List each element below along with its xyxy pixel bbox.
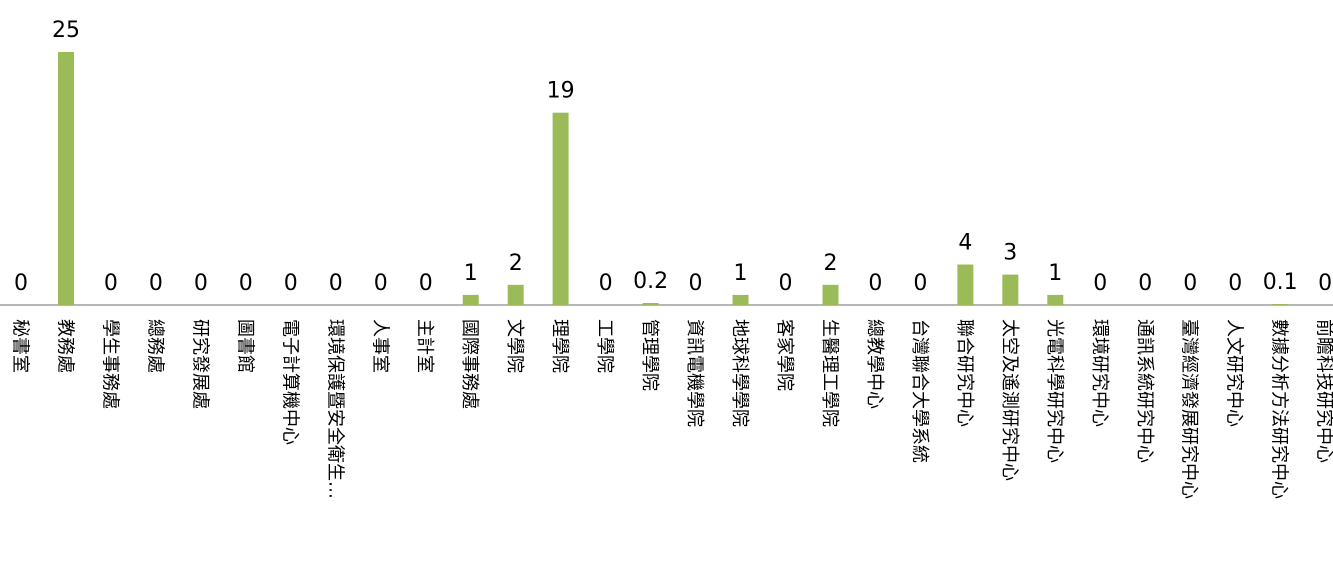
bar-22 — [1002, 274, 1019, 305]
category-label-23: 光電科學研究中心 — [1044, 319, 1065, 463]
category-label-3: 總務處 — [144, 319, 165, 373]
value-label-21: 4 — [958, 231, 972, 256]
category-label-17: 客家學院 — [774, 319, 795, 391]
value-label-26: 0 — [1183, 271, 1197, 296]
category-label-11: 文學院 — [504, 319, 525, 373]
value-label-15: 0 — [689, 271, 703, 296]
category-label-12: 理學院 — [549, 319, 570, 373]
category-label-1: 教務處 — [55, 319, 76, 373]
bar-16 — [732, 294, 749, 305]
value-label-8: 0 — [374, 271, 388, 296]
value-label-20: 0 — [913, 271, 927, 296]
category-label-16: 地球科學學院 — [729, 319, 750, 427]
category-label-27: 人文研究中心 — [1224, 319, 1245, 427]
category-label-14: 管理學院 — [639, 319, 660, 391]
bar-1 — [58, 52, 74, 305]
category-label-19: 總教學中心 — [864, 319, 885, 409]
category-label-18: 生醫理工學院 — [819, 319, 840, 427]
value-label-13: 0 — [599, 271, 613, 296]
category-label-13: 工學院 — [594, 319, 615, 373]
category-label-21: 聯合研究中心 — [954, 319, 975, 427]
category-label-26: 臺灣經濟發展研究中心 — [1179, 319, 1200, 499]
value-label-0: 0 — [14, 271, 28, 296]
bar-14 — [642, 303, 659, 305]
category-label-22: 太空及遙測研究中心 — [999, 319, 1020, 481]
category-label-7: 環境保護暨安全衛生… — [324, 319, 345, 499]
value-label-16: 1 — [734, 261, 748, 286]
value-label-9: 0 — [419, 271, 433, 296]
value-label-6: 0 — [284, 271, 298, 296]
value-label-27: 0 — [1228, 271, 1242, 296]
bars-group — [58, 52, 1289, 305]
value-label-4: 0 — [194, 271, 208, 296]
value-label-29: 0 — [1318, 271, 1332, 296]
category-labels-group: 秘書室 教務處 學生事務處 總務處 研究發展處 圖書館 電子計算機中心 環境保護暨安全衛生… 人… — [10, 319, 1333, 499]
category-label-6: 電子計算機中心 — [279, 319, 300, 445]
value-label-24: 0 — [1093, 271, 1107, 296]
category-label-20: 台灣聯合大學系統 — [909, 319, 930, 463]
category-label-0: 秘書室 — [10, 319, 31, 373]
category-label-4: 研究發展處 — [189, 319, 210, 409]
bar-11 — [507, 284, 524, 305]
category-label-9: 主計室 — [414, 319, 435, 373]
value-label-23: 1 — [1048, 261, 1062, 286]
bar-18 — [822, 284, 839, 305]
value-label-10: 1 — [464, 261, 478, 286]
category-label-2: 學生事務處 — [99, 319, 120, 409]
value-label-7: 0 — [329, 271, 343, 296]
bar-10 — [462, 294, 479, 305]
value-label-3: 0 — [149, 271, 163, 296]
value-label-18: 2 — [824, 251, 838, 276]
value-label-2: 0 — [104, 271, 118, 296]
value-label-12: 19 — [547, 79, 575, 104]
value-labels-group: 0 25 0 0 0 0 0 0 0 0 1 2 19 0 0.2 0 1 0 2 0 0 4 3 1 0 0 0 0 0.1 0 — [14, 18, 1332, 296]
value-label-5: 0 — [239, 271, 253, 296]
category-label-15: 資訊電機學院 — [684, 319, 705, 427]
category-label-24: 環境研究中心 — [1089, 319, 1110, 427]
value-label-25: 0 — [1138, 271, 1152, 296]
value-label-1: 25 — [52, 18, 80, 43]
bar-28 — [1272, 304, 1289, 305]
category-label-29: 前瞻科技研究中心 — [1314, 319, 1333, 463]
value-label-11: 2 — [509, 251, 523, 276]
category-label-5: 圖書館 — [234, 319, 255, 373]
bar-21 — [957, 264, 974, 305]
value-label-14: 0.2 — [633, 269, 668, 294]
value-label-22: 3 — [1003, 241, 1017, 266]
category-label-10: 國際事務處 — [459, 319, 480, 409]
bar-12 — [552, 112, 569, 305]
value-label-17: 0 — [779, 271, 793, 296]
bar-23 — [1047, 294, 1064, 305]
category-label-8: 人事室 — [369, 319, 390, 373]
value-label-19: 0 — [868, 271, 882, 296]
category-label-25: 通訊系統研究中心 — [1134, 319, 1155, 463]
category-label-28: 數據分析方法研究中心 — [1269, 319, 1290, 499]
value-label-28: 0.1 — [1263, 270, 1298, 295]
